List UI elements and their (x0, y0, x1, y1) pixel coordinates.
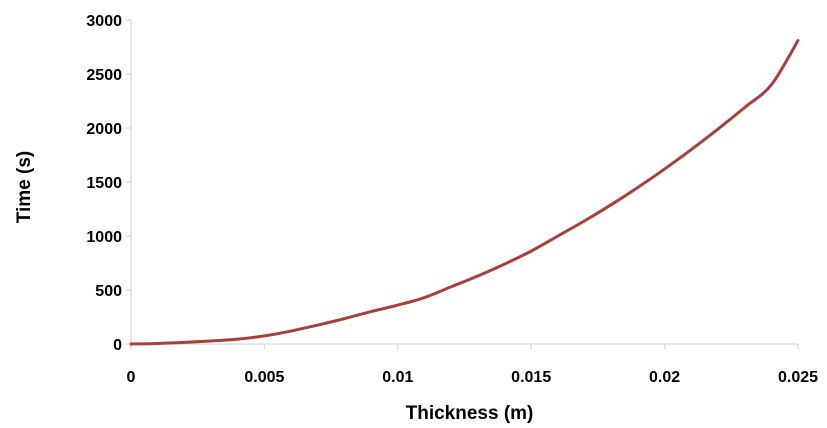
series-line (129, 39, 800, 346)
y-tick-label: 1500 (86, 175, 122, 192)
series-layer (129, 39, 800, 346)
x-tick-label: 0.025 (778, 369, 818, 386)
y-tick-label: 3000 (86, 13, 122, 30)
y-tick-label: 1000 (86, 229, 122, 246)
y-tick-label: 500 (95, 283, 122, 300)
y-axis-title: Time (s) (14, 151, 35, 224)
x-tick-label: 0.005 (244, 369, 284, 386)
y-tick-label: 0 (113, 337, 122, 354)
y-tick-label: 2000 (86, 121, 122, 138)
x-axis-ticks: 0 0.005 0.01 0.015 0.02 0.025 (127, 344, 818, 386)
y-tick-label: 2500 (86, 67, 122, 84)
y-axis-ticks: 0 500 1000 1500 2000 2500 3000 (86, 13, 131, 354)
x-tick-label: 0.02 (649, 369, 680, 386)
x-tick-label: 0 (127, 369, 136, 386)
x-tick-label: 0.015 (511, 369, 551, 386)
x-tick-label: 0.01 (382, 369, 413, 386)
x-axis-title: Thickness (m) (406, 403, 534, 424)
